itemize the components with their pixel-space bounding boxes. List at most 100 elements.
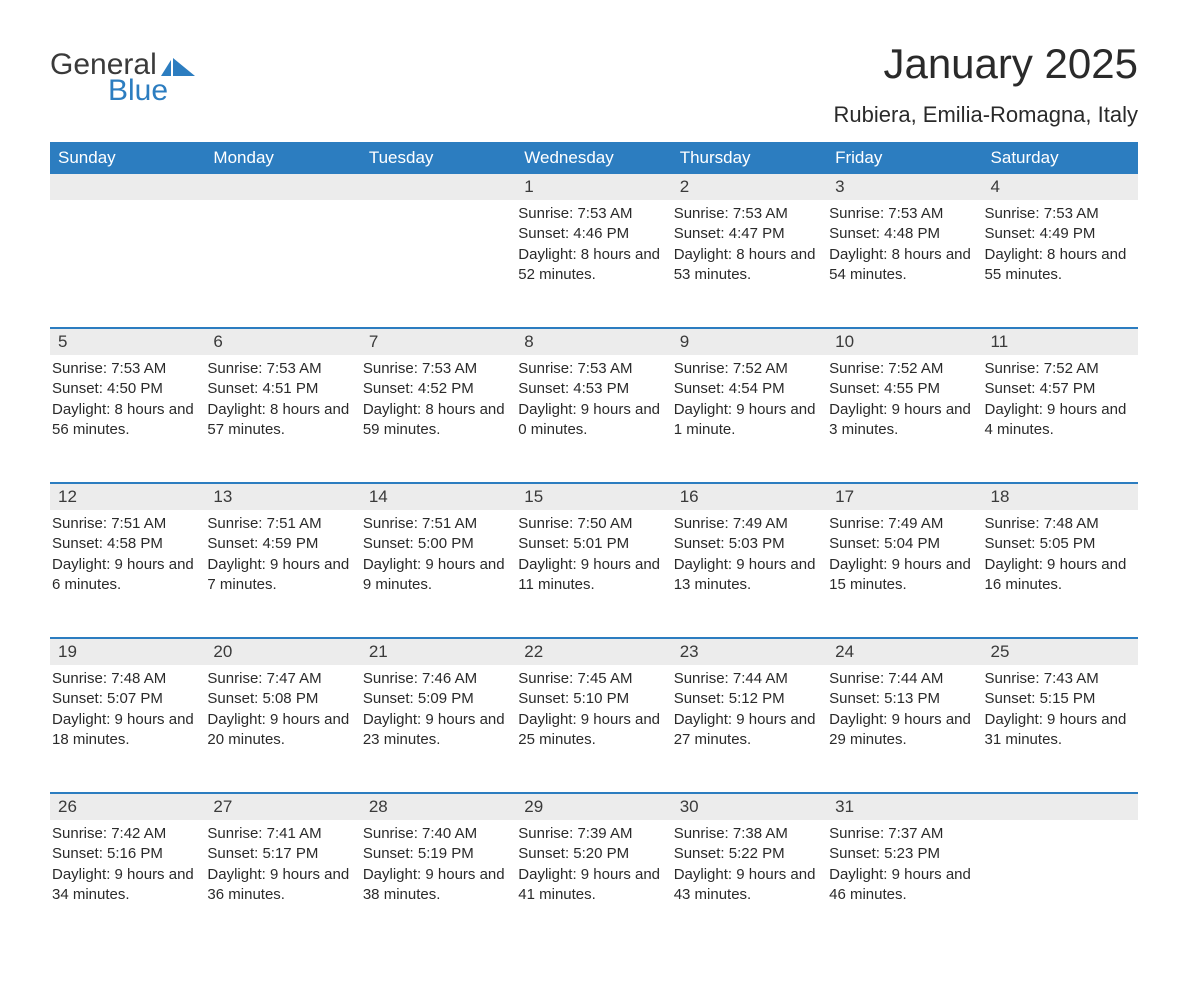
day-number: 20	[205, 638, 360, 665]
day-header-monday: Monday	[205, 142, 360, 174]
sunrise-text: Sunrise: 7:44 AM	[674, 669, 819, 689]
daylight-text: Daylight: 9 hours and 4 minutes.	[985, 400, 1130, 441]
day-number: 10	[827, 328, 982, 355]
day-content: Sunrise: 7:53 AMSunset: 4:50 PMDaylight:…	[50, 355, 205, 448]
daylight-text: Daylight: 8 hours and 59 minutes.	[363, 400, 508, 441]
day-content: Sunrise: 7:43 AMSunset: 5:15 PMDaylight:…	[983, 665, 1138, 758]
day-content: Sunrise: 7:53 AMSunset: 4:51 PMDaylight:…	[205, 355, 360, 448]
calendar-table: Sunday Monday Tuesday Wednesday Thursday…	[50, 142, 1138, 948]
day-cell: Sunrise: 7:51 AMSunset: 5:00 PMDaylight:…	[361, 510, 516, 638]
sunrise-text: Sunrise: 7:49 AM	[674, 514, 819, 534]
day-number: 13	[205, 483, 360, 510]
day-header-wednesday: Wednesday	[516, 142, 671, 174]
daylight-text: Daylight: 9 hours and 38 minutes.	[363, 865, 508, 906]
day-number: 15	[516, 483, 671, 510]
day-content	[983, 820, 1138, 832]
day-number: 4	[983, 174, 1138, 200]
day-content: Sunrise: 7:39 AMSunset: 5:20 PMDaylight:…	[516, 820, 671, 913]
daylight-text: Daylight: 9 hours and 3 minutes.	[829, 400, 974, 441]
day-content-row: Sunrise: 7:53 AMSunset: 4:46 PMDaylight:…	[50, 200, 1138, 328]
sunset-text: Sunset: 5:10 PM	[518, 689, 663, 709]
day-content: Sunrise: 7:53 AMSunset: 4:49 PMDaylight:…	[983, 200, 1138, 293]
sunrise-text: Sunrise: 7:37 AM	[829, 824, 974, 844]
day-content: Sunrise: 7:38 AMSunset: 5:22 PMDaylight:…	[672, 820, 827, 913]
day-content: Sunrise: 7:52 AMSunset: 4:54 PMDaylight:…	[672, 355, 827, 448]
day-content: Sunrise: 7:48 AMSunset: 5:05 PMDaylight:…	[983, 510, 1138, 603]
sunset-text: Sunset: 4:46 PM	[518, 224, 663, 244]
sunset-text: Sunset: 4:52 PM	[363, 379, 508, 399]
day-number: 1	[516, 174, 671, 200]
sunset-text: Sunset: 5:19 PM	[363, 844, 508, 864]
day-content: Sunrise: 7:48 AMSunset: 5:07 PMDaylight:…	[50, 665, 205, 758]
day-cell: Sunrise: 7:53 AMSunset: 4:47 PMDaylight:…	[672, 200, 827, 328]
sunrise-text: Sunrise: 7:53 AM	[207, 359, 352, 379]
sunrise-text: Sunrise: 7:45 AM	[518, 669, 663, 689]
sunrise-text: Sunrise: 7:47 AM	[207, 669, 352, 689]
day-number: 21	[361, 638, 516, 665]
day-cell	[50, 200, 205, 328]
day-cell: Sunrise: 7:53 AMSunset: 4:49 PMDaylight:…	[983, 200, 1138, 328]
sunset-text: Sunset: 5:07 PM	[52, 689, 197, 709]
day-cell: Sunrise: 7:53 AMSunset: 4:53 PMDaylight:…	[516, 355, 671, 483]
day-number: 9	[672, 328, 827, 355]
day-content: Sunrise: 7:44 AMSunset: 5:13 PMDaylight:…	[827, 665, 982, 758]
sunset-text: Sunset: 5:12 PM	[674, 689, 819, 709]
sunrise-text: Sunrise: 7:53 AM	[52, 359, 197, 379]
day-number: 24	[827, 638, 982, 665]
day-cell: Sunrise: 7:50 AMSunset: 5:01 PMDaylight:…	[516, 510, 671, 638]
sunset-text: Sunset: 5:04 PM	[829, 534, 974, 554]
day-header-tuesday: Tuesday	[361, 142, 516, 174]
day-content	[50, 200, 205, 212]
day-cell: Sunrise: 7:53 AMSunset: 4:48 PMDaylight:…	[827, 200, 982, 328]
day-number: 7	[361, 328, 516, 355]
daylight-text: Daylight: 9 hours and 6 minutes.	[52, 555, 197, 596]
day-cell: Sunrise: 7:53 AMSunset: 4:46 PMDaylight:…	[516, 200, 671, 328]
day-content: Sunrise: 7:53 AMSunset: 4:47 PMDaylight:…	[672, 200, 827, 293]
day-cell: Sunrise: 7:51 AMSunset: 4:58 PMDaylight:…	[50, 510, 205, 638]
daylight-text: Daylight: 9 hours and 13 minutes.	[674, 555, 819, 596]
day-number: 5	[50, 328, 205, 355]
day-cell: Sunrise: 7:40 AMSunset: 5:19 PMDaylight:…	[361, 820, 516, 948]
day-cell: Sunrise: 7:45 AMSunset: 5:10 PMDaylight:…	[516, 665, 671, 793]
day-cell: Sunrise: 7:42 AMSunset: 5:16 PMDaylight:…	[50, 820, 205, 948]
sunrise-text: Sunrise: 7:52 AM	[674, 359, 819, 379]
sunrise-text: Sunrise: 7:53 AM	[363, 359, 508, 379]
sunrise-text: Sunrise: 7:49 AM	[829, 514, 974, 534]
sunset-text: Sunset: 4:47 PM	[674, 224, 819, 244]
daylight-text: Daylight: 9 hours and 46 minutes.	[829, 865, 974, 906]
daylight-text: Daylight: 9 hours and 7 minutes.	[207, 555, 352, 596]
day-content: Sunrise: 7:51 AMSunset: 4:58 PMDaylight:…	[50, 510, 205, 603]
daylight-text: Daylight: 9 hours and 29 minutes.	[829, 710, 974, 751]
sunset-text: Sunset: 5:01 PM	[518, 534, 663, 554]
sunrise-text: Sunrise: 7:52 AM	[829, 359, 974, 379]
sunset-text: Sunset: 5:16 PM	[52, 844, 197, 864]
sunset-text: Sunset: 4:57 PM	[985, 379, 1130, 399]
logo: General Blue	[50, 50, 199, 106]
daylight-text: Daylight: 9 hours and 16 minutes.	[985, 555, 1130, 596]
daylight-text: Daylight: 8 hours and 54 minutes.	[829, 245, 974, 286]
day-number: 23	[672, 638, 827, 665]
sunset-text: Sunset: 4:48 PM	[829, 224, 974, 244]
day-content: Sunrise: 7:40 AMSunset: 5:19 PMDaylight:…	[361, 820, 516, 913]
title-block: January 2025 Rubiera, Emilia-Romagna, It…	[834, 40, 1138, 136]
day-number: 17	[827, 483, 982, 510]
day-content: Sunrise: 7:49 AMSunset: 5:04 PMDaylight:…	[827, 510, 982, 603]
daylight-text: Daylight: 9 hours and 27 minutes.	[674, 710, 819, 751]
day-header-saturday: Saturday	[983, 142, 1138, 174]
day-content-row: Sunrise: 7:53 AMSunset: 4:50 PMDaylight:…	[50, 355, 1138, 483]
day-content: Sunrise: 7:45 AMSunset: 5:10 PMDaylight:…	[516, 665, 671, 758]
day-content: Sunrise: 7:42 AMSunset: 5:16 PMDaylight:…	[50, 820, 205, 913]
daylight-text: Daylight: 8 hours and 53 minutes.	[674, 245, 819, 286]
day-cell: Sunrise: 7:39 AMSunset: 5:20 PMDaylight:…	[516, 820, 671, 948]
sunset-text: Sunset: 5:23 PM	[829, 844, 974, 864]
sunrise-text: Sunrise: 7:40 AM	[363, 824, 508, 844]
daylight-text: Daylight: 9 hours and 1 minute.	[674, 400, 819, 441]
day-cell: Sunrise: 7:41 AMSunset: 5:17 PMDaylight:…	[205, 820, 360, 948]
day-cell: Sunrise: 7:53 AMSunset: 4:51 PMDaylight:…	[205, 355, 360, 483]
day-cell: Sunrise: 7:52 AMSunset: 4:57 PMDaylight:…	[983, 355, 1138, 483]
daylight-text: Daylight: 9 hours and 25 minutes.	[518, 710, 663, 751]
day-number	[361, 174, 516, 200]
day-content: Sunrise: 7:53 AMSunset: 4:52 PMDaylight:…	[361, 355, 516, 448]
day-number: 16	[672, 483, 827, 510]
day-number: 8	[516, 328, 671, 355]
